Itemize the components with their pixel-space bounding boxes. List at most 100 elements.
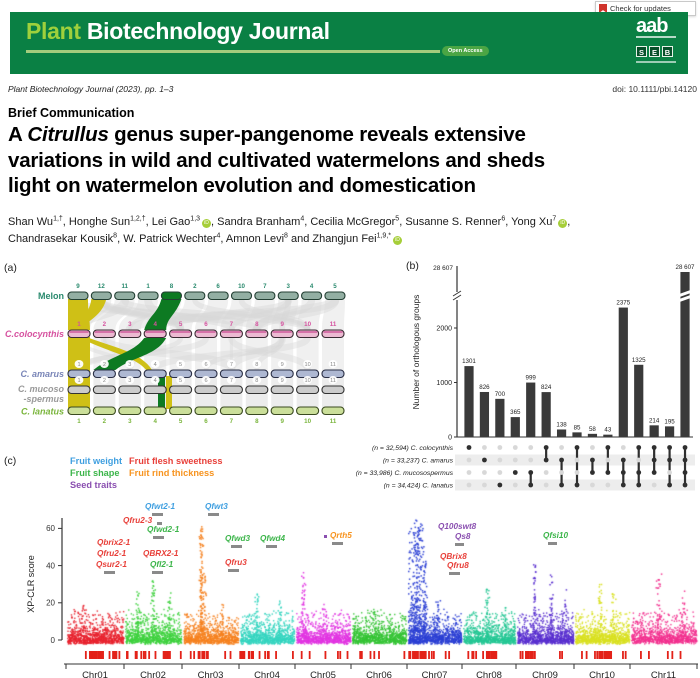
svg-text:9: 9	[281, 378, 284, 384]
svg-text:11: 11	[330, 362, 336, 368]
svg-text:999: 999	[526, 375, 537, 382]
svg-text:1: 1	[77, 378, 80, 384]
svg-text:138: 138	[556, 421, 567, 428]
qtl-label-Qfru3: Qfru3	[225, 558, 247, 567]
seb-letter-B: B	[662, 46, 673, 57]
x-tick-label: Chr04	[254, 670, 280, 678]
open-access-badge: Open Access	[442, 46, 489, 56]
qtl-sweep-marker	[153, 536, 164, 539]
legend-rind: Fruit rind thickness	[129, 468, 215, 478]
x-tick-label: Chr02	[140, 670, 166, 678]
svg-text:5: 5	[333, 283, 337, 290]
orthogroup-upset-figure: 0 1000 2000 28 607 Number of orthologous gro…	[356, 264, 695, 491]
qtl-sweep-marker	[449, 572, 460, 575]
qtl-sweep-marker	[548, 542, 557, 545]
svg-text:11: 11	[121, 283, 128, 290]
svg-text:2000: 2000	[436, 326, 452, 333]
svg-text:2: 2	[103, 321, 107, 328]
svg-text:5: 5	[179, 378, 182, 384]
svg-text:10: 10	[304, 362, 310, 368]
svg-text:6: 6	[204, 321, 208, 328]
journal-title-rest: Biotechnology Journal	[80, 18, 330, 44]
x-tick-label: Chr07	[422, 670, 448, 678]
qtl-sweep-marker	[152, 513, 163, 516]
svg-text:9: 9	[280, 418, 284, 425]
qtl-label-QBRX2-1: QBRX2-1	[143, 549, 179, 558]
svg-text:XP-CLR score: XP-CLR score	[26, 555, 36, 613]
species-label: C. lanatus	[21, 407, 64, 417]
qtl-label-Qfru8: Qfru8	[447, 561, 469, 570]
legend-shape: Fruit shape	[70, 468, 120, 478]
article-title: A Citrullus genus super-pangenome reveal…	[8, 123, 545, 197]
svg-text:6: 6	[204, 418, 208, 425]
svg-text:7: 7	[263, 283, 267, 290]
synteny-figure: 9 12 11 1 8 2 6 10 7 3 4 51 2 3 4 5 6 7 8 9 10 111 2 3 4 5 6 7 8 9 10 1…	[5, 283, 346, 425]
author: , W. Patrick Wechter4	[117, 232, 221, 245]
x-tick-label: Chr11	[651, 670, 676, 678]
svg-text:1: 1	[146, 283, 150, 290]
journal-meta-row: Plant Biotechnology Journal (2023), pp. …	[8, 84, 697, 94]
svg-text:10: 10	[304, 418, 311, 425]
svg-text:11: 11	[330, 321, 337, 328]
orcid-icon[interactable]: iD	[393, 235, 402, 245]
author-list: Shan Wu1,†, Honghe Sun1,2,†, Lei Gao1,3i…	[8, 212, 626, 246]
species-label: C. amarus	[20, 369, 64, 379]
species-label: -spermus	[23, 394, 64, 404]
qtl-label-Qsur2-1: Qsur2-1	[96, 560, 127, 569]
svg-text:4: 4	[154, 362, 157, 368]
qtl-label-Qbrix2-1: Qbrix2-1	[97, 538, 131, 547]
upset-set-label: (n = 33,237) C. amarus	[383, 457, 454, 464]
svg-text:2: 2	[103, 418, 107, 425]
upset-set-label: (n = 34,424) C. lanatus	[384, 482, 454, 489]
author: , Amnon Levi8	[220, 232, 288, 245]
svg-text:Number of orthologous groups: Number of orthologous groups	[411, 295, 421, 410]
svg-text:11: 11	[330, 418, 337, 425]
svg-text:8: 8	[170, 283, 174, 290]
svg-text:8: 8	[255, 378, 258, 384]
author: , Honghe Sun1,2,†	[62, 215, 146, 228]
banner-rule	[26, 50, 440, 53]
svg-text:4: 4	[310, 283, 314, 290]
manhattan-axes: 0 20 40 60 XP-CLR score Chr01 Chr02 Chr03 Chr04 C…	[26, 518, 698, 678]
orcid-icon[interactable]: iD	[202, 218, 212, 228]
seb-letter-E: E	[649, 46, 660, 57]
doi: doi: 10.1111/pbi.14120	[612, 84, 697, 94]
legend-seed: Seed traits	[70, 480, 117, 490]
qtl-sweep-marker	[104, 571, 115, 574]
manhattan-scatter-canvas	[0, 512, 700, 678]
upset-set-label: (n = 32,594) C. colocynthis	[372, 445, 454, 452]
svg-text:7: 7	[230, 378, 233, 384]
check-updates-label: Check for updates	[610, 4, 671, 13]
svg-text:28 607: 28 607	[433, 265, 453, 272]
svg-text:214: 214	[649, 417, 660, 424]
orcid-icon[interactable]: iD	[558, 218, 568, 228]
author: Shan Wu1,†	[8, 215, 63, 228]
qtl-label-Qrth5: Qrth5	[330, 531, 352, 540]
svg-text:60: 60	[46, 524, 55, 533]
qtl-label-Qfwd2-1: Qfwd2-1	[147, 525, 180, 534]
svg-text:5: 5	[179, 362, 182, 368]
svg-text:0: 0	[51, 636, 56, 645]
upset-set-label: (n = 33,986) C. mucosospermus	[356, 470, 454, 477]
qtl-label-Q100swt8: Q100swt8	[438, 522, 477, 531]
trait-point-marker	[324, 535, 327, 538]
qtl-label-Qs8: Qs8	[455, 532, 471, 541]
author: , Sandra Branham4	[211, 215, 305, 228]
svg-text:1301: 1301	[462, 358, 476, 365]
manhattan-legend-col1: Fruit weight Fruit shape Seed traits	[70, 455, 122, 491]
svg-text:40: 40	[46, 561, 55, 570]
svg-text:6: 6	[204, 362, 207, 368]
x-tick-label: Chr05	[310, 670, 336, 678]
svg-text:10: 10	[304, 378, 310, 384]
article-type: Brief Communication	[8, 106, 135, 120]
species-label: Melon	[38, 291, 64, 301]
svg-text:9: 9	[280, 321, 284, 328]
qtl-label-Qfwd4: Qfwd4	[260, 534, 286, 543]
author: , Susanne S. Renner6	[399, 215, 506, 228]
qtl-sweep-marker	[208, 513, 219, 516]
svg-text:7: 7	[230, 321, 234, 328]
qtl-label-QBrix8: QBrix8	[440, 552, 467, 561]
svg-text:824: 824	[541, 384, 552, 391]
